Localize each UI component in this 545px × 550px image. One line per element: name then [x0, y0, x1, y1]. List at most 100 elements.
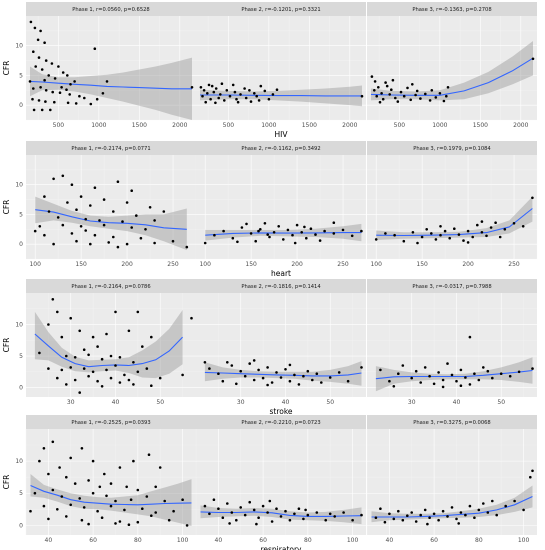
data-point: [360, 513, 363, 517]
data-point: [236, 240, 239, 244]
data-point: [148, 206, 152, 209]
smooth-line: [205, 232, 362, 236]
data-point: [360, 366, 363, 369]
x-tick-label: 100: [347, 537, 359, 544]
panel-background: [26, 293, 196, 397]
data-point: [202, 89, 206, 92]
y-tick-label: 10: [15, 458, 23, 465]
data-point: [439, 233, 442, 237]
data-point: [414, 369, 418, 373]
data-point: [235, 97, 238, 101]
facet-strip: [26, 2, 196, 16]
data-point: [379, 368, 382, 372]
data-point: [190, 316, 193, 320]
data-point: [56, 508, 59, 511]
data-point: [252, 508, 256, 512]
data-point: [396, 100, 400, 103]
data-point: [209, 97, 212, 101]
data-point: [42, 504, 46, 508]
data-point: [190, 86, 194, 89]
data-point: [43, 233, 46, 237]
data-point: [42, 447, 46, 450]
data-point: [222, 229, 225, 233]
x-axis-title: heart: [271, 269, 291, 278]
facet-strip-title: Phase 1, r=-0.2164, p=0.0786: [71, 284, 150, 290]
data-point: [468, 335, 472, 339]
x-tick-label: 40: [112, 399, 120, 406]
data-point: [346, 379, 350, 383]
y-axis-title: CFR: [2, 338, 11, 353]
data-point: [249, 232, 253, 235]
data-point: [295, 223, 299, 227]
data-point: [103, 472, 106, 476]
data-point: [406, 86, 409, 90]
data-point: [141, 345, 144, 348]
data-point: [114, 499, 117, 503]
data-point: [410, 511, 414, 514]
data-point: [529, 475, 532, 479]
data-point: [257, 229, 260, 233]
data-point: [105, 80, 109, 83]
data-point: [101, 92, 105, 95]
data-point: [282, 238, 285, 241]
data-point: [266, 383, 269, 387]
data-point: [257, 99, 261, 102]
data-point: [47, 472, 50, 476]
data-point: [275, 371, 278, 374]
y-tick-label: 0: [19, 102, 23, 109]
data-point: [116, 245, 120, 249]
data-point: [60, 86, 63, 89]
x-tick-label: 200: [462, 261, 474, 268]
data-point: [373, 89, 376, 92]
data-point: [380, 92, 383, 95]
data-point: [268, 235, 271, 239]
panel-background: [367, 16, 537, 120]
confidence-ribbon: [376, 196, 533, 240]
data-point: [73, 356, 77, 359]
y-axis-title: CFR: [2, 200, 11, 215]
data-point: [34, 65, 37, 68]
data-point: [52, 242, 55, 246]
x-tick-label: 60: [89, 537, 97, 544]
data-point: [257, 368, 260, 372]
data-point: [98, 219, 101, 222]
data-point: [125, 485, 128, 489]
data-point: [414, 520, 418, 523]
data-point: [70, 232, 74, 235]
data-point: [32, 108, 36, 112]
data-point: [74, 102, 78, 105]
data-point: [118, 356, 122, 359]
x-tick-label: 1000: [432, 122, 447, 129]
facet-strip-title: Phase 1, r=0.0560, p=0.6528: [72, 7, 149, 13]
confidence-ribbon: [34, 310, 183, 379]
facet-strip: [26, 279, 196, 293]
data-point: [162, 210, 166, 213]
data-point: [328, 512, 332, 516]
panel-background: [26, 429, 196, 535]
y-tick-label: 0: [19, 522, 23, 529]
data-point: [82, 506, 86, 509]
data-point: [32, 50, 35, 53]
data-point: [378, 100, 382, 104]
y-tick-label: 5: [19, 72, 23, 79]
data-point: [28, 80, 32, 83]
panel-respiratory-phase-2: Phase 2, r=-0.2210, p=0.0723 40 60 80 100: [195, 415, 366, 544]
facet-strip: [367, 279, 537, 293]
data-point: [271, 93, 275, 96]
data-point: [314, 233, 317, 236]
y-axis-title: CFR: [2, 61, 11, 76]
data-point: [304, 508, 307, 512]
data-point: [311, 378, 314, 382]
x-tick-label: 150: [75, 261, 87, 268]
x-tick-label: 150: [416, 261, 428, 268]
data-point: [455, 517, 458, 521]
panel-HIV-phase-3: Phase 3, r=-0.1363, p=0.2708 500 1000 1500 2…: [367, 2, 537, 129]
data-point: [464, 376, 467, 379]
data-point: [297, 383, 301, 386]
data-point: [230, 364, 234, 367]
data-point: [38, 225, 42, 228]
data-point: [109, 354, 113, 358]
data-point: [150, 335, 153, 339]
panel-respiratory-phase-3: Phase 3, r=0.3275, p=0.0068 40 60 80 100: [366, 415, 537, 544]
data-point: [60, 335, 64, 339]
